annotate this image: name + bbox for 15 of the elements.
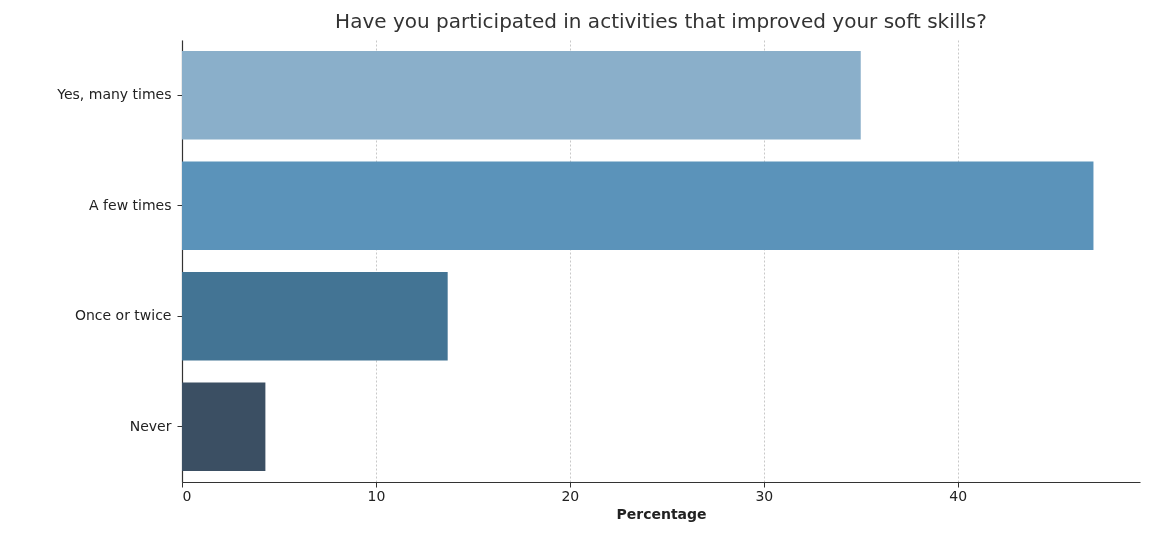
bar bbox=[182, 272, 448, 361]
y-tick-label: Once or twice bbox=[74, 307, 172, 324]
y-tick-label: Never bbox=[129, 417, 172, 434]
x-tick-label: 40 bbox=[949, 487, 968, 504]
bar bbox=[182, 161, 1094, 250]
x-tick-label: 20 bbox=[561, 487, 580, 504]
chart-title: Have you participated in activities that improved your soft skills? bbox=[335, 9, 987, 33]
y-tick-label: A few times bbox=[89, 196, 172, 213]
x-tick-label: 30 bbox=[755, 487, 774, 504]
x-tick-label: 0 bbox=[182, 487, 192, 504]
y-tick-label: Yes, many times bbox=[56, 86, 172, 103]
bar bbox=[182, 51, 861, 140]
x-tick-label: 10 bbox=[367, 487, 386, 504]
bar bbox=[182, 382, 266, 471]
x-axis-title: Percentage bbox=[616, 505, 707, 522]
